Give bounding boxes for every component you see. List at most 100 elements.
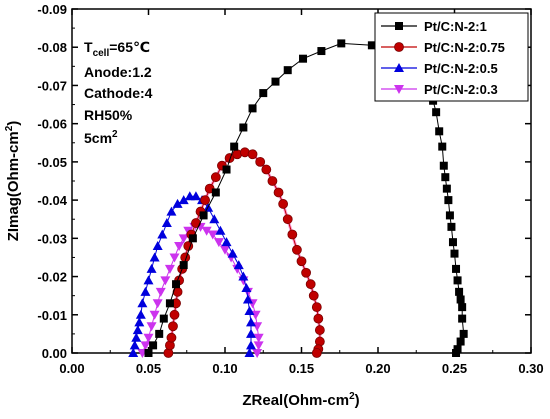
data-point bbox=[458, 314, 467, 323]
data-point bbox=[169, 253, 180, 263]
x-tick-label: 0.05 bbox=[136, 361, 161, 376]
data-point bbox=[178, 195, 189, 205]
data-point bbox=[149, 341, 158, 350]
y-tick-label: -0.02 bbox=[37, 270, 67, 285]
legend-marker bbox=[394, 85, 404, 94]
data-point bbox=[144, 349, 153, 357]
data-point bbox=[211, 188, 220, 197]
data-point bbox=[165, 299, 174, 308]
x-tick-label: 0.20 bbox=[365, 361, 390, 376]
annotation-rh: RH50% bbox=[84, 107, 133, 123]
data-point bbox=[230, 142, 239, 151]
data-point bbox=[157, 229, 168, 239]
y-tick-label: -0.06 bbox=[37, 117, 67, 132]
legend-label: Pt/C:N-2:0.3 bbox=[424, 82, 498, 97]
data-point bbox=[159, 314, 168, 323]
x-axis-title-close: ) bbox=[355, 392, 360, 409]
annotation-tcell-sub: cell bbox=[93, 48, 110, 59]
y-axis-title-close: ) bbox=[5, 121, 22, 126]
x-axis-title-sup: 2 bbox=[349, 391, 355, 402]
data-point bbox=[179, 261, 188, 270]
legend-label: Pt/C:N-2:0.75 bbox=[424, 40, 505, 55]
annotation-area-sup: 2 bbox=[112, 129, 118, 140]
annotation-area: 5cm2 bbox=[84, 129, 118, 146]
data-point bbox=[244, 305, 255, 315]
data-point bbox=[273, 187, 284, 198]
data-point bbox=[450, 249, 459, 258]
data-point bbox=[220, 245, 230, 255]
data-point bbox=[149, 310, 160, 320]
x-tick-label: 0.25 bbox=[442, 361, 467, 376]
data-point bbox=[442, 184, 451, 193]
data-point bbox=[456, 295, 465, 304]
data-point bbox=[452, 264, 461, 273]
data-point bbox=[287, 229, 298, 240]
x-tick-label: 0.30 bbox=[518, 361, 543, 376]
y-axis-title-text: ZImag(Ohm-cm bbox=[5, 131, 22, 241]
annotation-block: Tcell=65℃ Anode:1.2 Cathode:4 RH50% 5cm2 bbox=[84, 39, 153, 146]
data-point bbox=[296, 256, 307, 267]
data-point bbox=[178, 234, 189, 244]
data-point bbox=[140, 341, 151, 351]
data-point bbox=[174, 241, 185, 251]
data-point bbox=[209, 214, 220, 224]
data-point bbox=[311, 302, 322, 313]
data-point bbox=[140, 286, 151, 296]
y-tick-label: -0.07 bbox=[37, 78, 67, 93]
x-tick-label: 0.15 bbox=[289, 361, 314, 376]
data-point bbox=[299, 54, 308, 63]
data-point bbox=[271, 77, 280, 86]
data-point bbox=[128, 348, 139, 357]
data-point bbox=[367, 41, 376, 50]
data-point bbox=[283, 66, 292, 75]
data-point bbox=[444, 196, 453, 205]
data-point bbox=[149, 252, 160, 262]
data-point bbox=[129, 340, 140, 350]
y-tick-label: -0.01 bbox=[37, 308, 67, 323]
data-point bbox=[188, 234, 197, 243]
x-axis-title: ZReal(Ohm-cm2) bbox=[242, 391, 359, 409]
data-point bbox=[233, 260, 244, 270]
x-tick-label: 0.00 bbox=[59, 361, 84, 376]
legend-marker bbox=[395, 22, 403, 30]
data-point bbox=[146, 322, 157, 332]
data-point bbox=[247, 149, 258, 160]
y-tick-label: -0.08 bbox=[37, 40, 67, 55]
data-point bbox=[135, 309, 146, 319]
data-point bbox=[459, 329, 468, 338]
data-point bbox=[131, 332, 142, 342]
data-point bbox=[201, 226, 212, 236]
data-point bbox=[292, 244, 302, 255]
data-point bbox=[278, 199, 289, 209]
data-point bbox=[210, 172, 221, 183]
y-axis-title-sup: 2 bbox=[4, 125, 15, 131]
data-point bbox=[261, 164, 272, 175]
data-point bbox=[155, 287, 166, 297]
data-point bbox=[441, 173, 450, 182]
data-point bbox=[143, 333, 154, 343]
legend-marker bbox=[394, 63, 404, 72]
data-point bbox=[253, 333, 264, 343]
data-point bbox=[439, 161, 448, 170]
data-point bbox=[301, 267, 311, 278]
data-point bbox=[242, 294, 253, 304]
data-point bbox=[255, 156, 266, 167]
data-point bbox=[246, 328, 257, 338]
data-point bbox=[146, 263, 157, 273]
data-point bbox=[160, 276, 171, 286]
data-point bbox=[248, 104, 257, 113]
y-tick-label: -0.04 bbox=[37, 193, 67, 208]
data-point bbox=[445, 211, 454, 220]
data-point bbox=[222, 165, 231, 174]
data-point bbox=[447, 222, 456, 231]
data-point bbox=[252, 349, 263, 358]
data-point bbox=[458, 303, 467, 312]
legend: Pt/C:N-2:1 Pt/C:N-2:0.75 Pt/C:N-2:0.5 Pt/C:… bbox=[374, 12, 529, 102]
data-point bbox=[172, 280, 181, 289]
y-tick-label: -0.03 bbox=[37, 231, 67, 246]
data-point bbox=[155, 329, 164, 338]
data-point bbox=[244, 348, 255, 357]
x-tick-label: 0.10 bbox=[212, 361, 237, 376]
data-point bbox=[161, 218, 172, 228]
annotation-cathode: Cathode:4 bbox=[84, 85, 153, 101]
